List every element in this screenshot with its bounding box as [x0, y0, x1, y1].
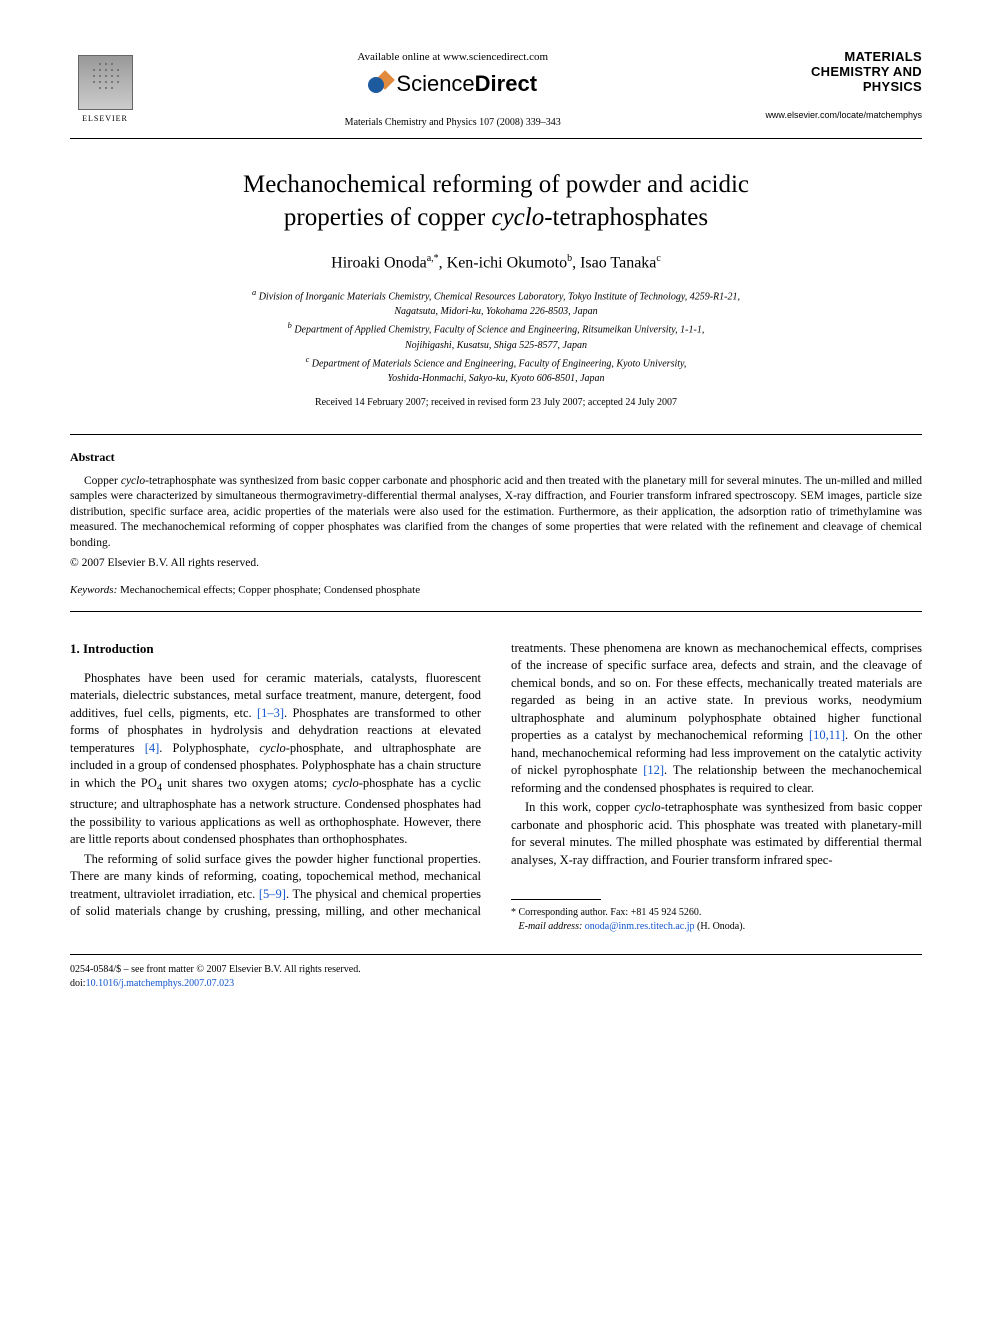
ref-link[interactable]: [4] [145, 741, 160, 755]
keywords: Keywords: Mechanochemical effects; Coppe… [70, 583, 922, 598]
center-header: Available online at www.sciencedirect.co… [140, 50, 765, 130]
keywords-text: Mechanochemical effects; Copper phosphat… [117, 584, 420, 596]
sciencedirect-text: ScienceDirect [396, 69, 537, 100]
article-title: Mechanochemical reforming of powder and … [70, 169, 922, 234]
journal-name: MATERIALS CHEMISTRY AND PHYSICS [765, 50, 922, 95]
intro-para-3: In this work, copper cyclo-tetraphosphat… [511, 799, 922, 869]
ref-link[interactable]: [5–9] [259, 887, 286, 901]
sciencedirect-logo: ScienceDirect [368, 69, 537, 100]
copyright: © 2007 Elsevier B.V. All rights reserved… [70, 555, 922, 571]
section-heading-intro: 1. Introduction [70, 640, 481, 658]
journal-reference: Materials Chemistry and Physics 107 (200… [140, 116, 765, 130]
corresponding-footnote: * Corresponding author. Fax: +81 45 924 … [511, 906, 922, 934]
footer: 0254-0584/$ – see front matter © 2007 El… [70, 963, 922, 991]
body-columns: 1. Introduction Phosphates have been use… [70, 640, 922, 935]
sciencedirect-icon [368, 73, 392, 97]
abstract-text: Copper cyclo-tetraphosphate was synthesi… [70, 474, 922, 552]
authors: Hiroaki Onodaa,*, Ken-ichi Okumotob, Isa… [70, 252, 922, 275]
abstract-heading: Abstract [70, 449, 922, 466]
article-dates: Received 14 February 2007; received in r… [70, 396, 922, 410]
footer-doi: doi:10.1016/j.matchemphys.2007.07.023 [70, 977, 922, 991]
ref-link[interactable]: [10,11] [809, 728, 845, 742]
corr-author-line: * Corresponding author. Fax: +81 45 924 … [511, 906, 922, 920]
abstract-bottom-divider [70, 611, 922, 612]
available-online-text: Available online at www.sciencedirect.co… [140, 50, 765, 65]
journal-logo: MATERIALS CHEMISTRY AND PHYSICS www.else… [765, 50, 922, 121]
doi-link[interactable]: 10.1016/j.matchemphys.2007.07.023 [86, 978, 235, 989]
footer-divider [70, 954, 922, 955]
email-link[interactable]: onoda@inm.res.titech.ac.jp [582, 921, 694, 932]
affiliations: a Division of Inorganic Materials Chemis… [70, 287, 922, 386]
ref-link[interactable]: [1–3] [257, 706, 284, 720]
elsevier-logo: ELSEVIER [70, 50, 140, 130]
journal-url[interactable]: www.elsevier.com/locate/matchemphys [765, 109, 922, 122]
footnote-separator [511, 899, 601, 900]
footer-copyright: 0254-0584/$ – see front matter © 2007 El… [70, 963, 922, 977]
ref-link[interactable]: [12] [643, 763, 664, 777]
keywords-label: Keywords: [70, 584, 117, 596]
intro-para-1: Phosphates have been used for ceramic ma… [70, 670, 481, 849]
header: ELSEVIER Available online at www.science… [70, 50, 922, 130]
elsevier-label: ELSEVIER [82, 113, 128, 124]
email-line: E-mail address: onoda@inm.res.titech.ac.… [511, 920, 922, 934]
header-divider [70, 138, 922, 139]
elsevier-tree-icon [78, 55, 133, 110]
abstract-top-divider [70, 434, 922, 435]
